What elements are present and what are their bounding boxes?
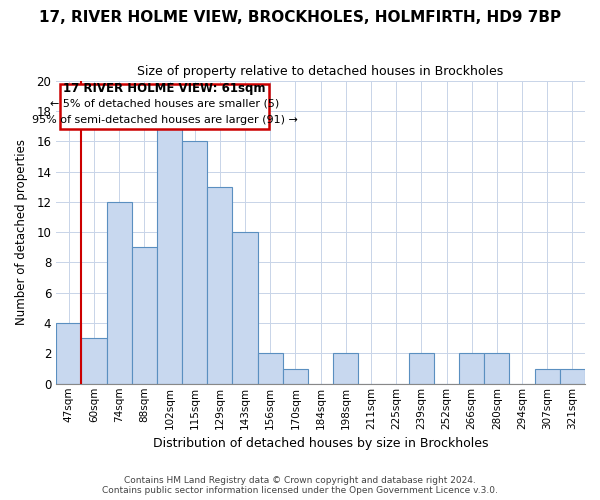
Text: ← 5% of detached houses are smaller (5): ← 5% of detached houses are smaller (5) [50, 98, 279, 108]
Bar [535, 368, 560, 384]
Bar [232, 232, 257, 384]
FancyBboxPatch shape [60, 84, 269, 129]
Bar [283, 368, 308, 384]
Text: 95% of semi-detached houses are larger (91) →: 95% of semi-detached houses are larger (… [32, 115, 298, 125]
Bar [257, 354, 283, 384]
Bar [409, 354, 434, 384]
Bar [107, 202, 132, 384]
Y-axis label: Number of detached properties: Number of detached properties [15, 139, 28, 325]
Bar [484, 354, 509, 384]
Bar [56, 323, 82, 384]
Bar [132, 248, 157, 384]
Text: 17, RIVER HOLME VIEW, BROCKHOLES, HOLMFIRTH, HD9 7BP: 17, RIVER HOLME VIEW, BROCKHOLES, HOLMFI… [39, 10, 561, 25]
Title: Size of property relative to detached houses in Brockholes: Size of property relative to detached ho… [137, 65, 504, 78]
Bar [459, 354, 484, 384]
Text: 17 RIVER HOLME VIEW: 61sqm: 17 RIVER HOLME VIEW: 61sqm [63, 82, 266, 94]
Bar [333, 354, 358, 384]
Bar [157, 126, 182, 384]
Bar [560, 368, 585, 384]
Text: Contains HM Land Registry data © Crown copyright and database right 2024.
Contai: Contains HM Land Registry data © Crown c… [102, 476, 498, 495]
Bar [207, 186, 232, 384]
Bar [182, 141, 207, 384]
Bar [82, 338, 107, 384]
X-axis label: Distribution of detached houses by size in Brockholes: Distribution of detached houses by size … [153, 437, 488, 450]
